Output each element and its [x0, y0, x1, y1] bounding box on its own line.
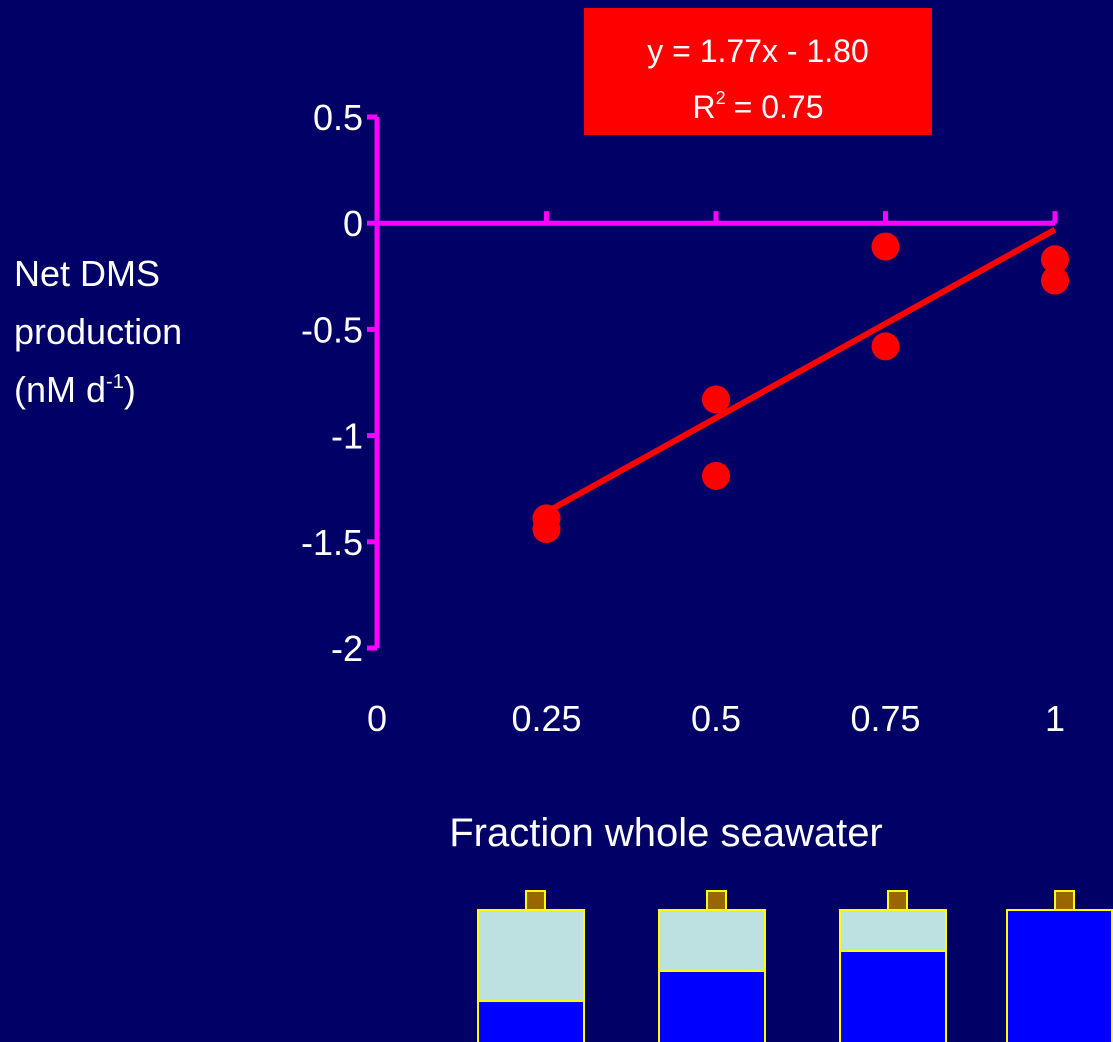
point: [872, 233, 900, 261]
x-tick-label: 1: [1045, 698, 1065, 739]
r-symbol: R: [693, 89, 716, 125]
bottle-fill: [478, 1001, 584, 1042]
y-tick-label: -2: [331, 628, 363, 669]
y-tick-label: 0.5: [313, 97, 363, 138]
chart: y = 1.77x - 1.80 R2 = 0.75 Net DMS produc…: [0, 0, 1113, 1042]
y-axis-label: Net DMS: [14, 253, 160, 294]
point: [702, 385, 730, 413]
x-tick-label: 0.25: [511, 698, 581, 739]
point: [533, 515, 561, 543]
r-value: = 0.75: [734, 89, 824, 125]
bottle-cap: [888, 891, 907, 910]
bottle-fill: [659, 971, 765, 1042]
point: [1041, 267, 1069, 295]
y-axis-label: production: [14, 311, 182, 352]
bottle-cap: [707, 891, 726, 910]
bottle: [1007, 910, 1112, 1042]
bottle-fill: [840, 951, 946, 1042]
unit: (nM d: [14, 369, 106, 410]
equation: y = 1.77x - 1.80: [647, 33, 868, 69]
r-squared: R2 = 0.75: [693, 88, 824, 125]
r-superscript: 2: [716, 88, 726, 108]
unit-superscript: -1: [106, 371, 124, 393]
y-tick-label: -1: [331, 416, 363, 457]
bottle-cap: [1055, 891, 1074, 910]
x-tick-label: 0.5: [691, 698, 741, 739]
point: [702, 462, 730, 490]
y-tick-label: 0: [343, 203, 363, 244]
point: [872, 332, 900, 360]
x-axis-label: Fraction whole seawater: [449, 811, 883, 855]
bottle-cap: [526, 891, 545, 910]
x-tick-label: 0: [367, 698, 387, 739]
unit-end: ): [124, 369, 136, 410]
y-tick-label: -0.5: [301, 309, 363, 350]
y-tick-label: -1.5: [301, 522, 363, 563]
x-tick-label: 0.75: [850, 698, 920, 739]
